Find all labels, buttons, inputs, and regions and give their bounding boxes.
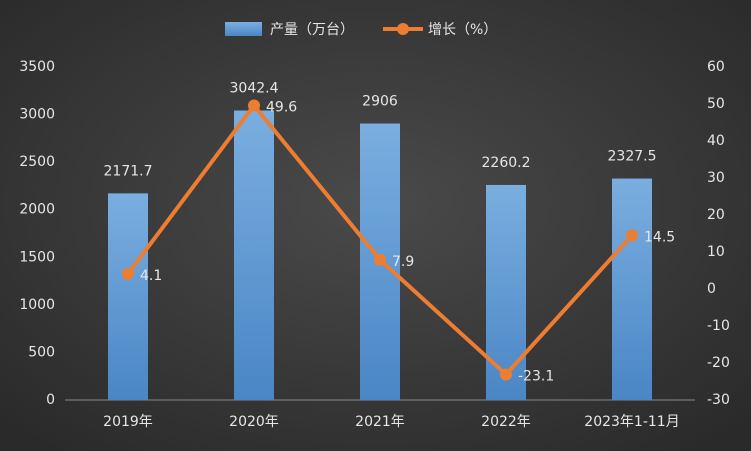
x-tick-label: 2019年 bbox=[103, 414, 153, 430]
y-tick-label: 1500 bbox=[19, 249, 55, 265]
y-tick-label: 1000 bbox=[19, 297, 55, 313]
y-tick-label: 0 bbox=[46, 392, 55, 408]
y-tick-label: 2500 bbox=[19, 154, 55, 170]
y2-tick-label: 10 bbox=[707, 244, 725, 260]
y-tick-label: 500 bbox=[28, 344, 55, 360]
bar bbox=[108, 193, 148, 400]
x-tick-label: 2023年1-11月 bbox=[584, 414, 679, 430]
line-marker bbox=[122, 267, 134, 280]
legend-swatch bbox=[397, 23, 409, 35]
data-label: 2906 bbox=[362, 94, 398, 110]
line-marker bbox=[500, 368, 512, 381]
data-label: 14.5 bbox=[644, 229, 675, 245]
data-label: 2171.7 bbox=[104, 163, 153, 179]
y2-tick-label: 40 bbox=[707, 133, 725, 149]
y2-tick-label: -20 bbox=[707, 355, 730, 371]
data-label: 49.6 bbox=[266, 99, 297, 115]
x-tick-label: 2022年 bbox=[481, 414, 531, 430]
y2-tick-label: 0 bbox=[707, 281, 716, 297]
legend-swatch bbox=[225, 22, 262, 36]
line-marker bbox=[248, 99, 260, 112]
legend-label: 产量（万台） bbox=[270, 22, 354, 38]
legend-label: 增长（%） bbox=[428, 22, 497, 38]
x-tick-label: 2020年 bbox=[229, 414, 279, 430]
bar bbox=[612, 178, 652, 400]
bar bbox=[234, 110, 274, 401]
data-label: 2327.5 bbox=[608, 149, 657, 165]
y-tick-label: 2000 bbox=[19, 202, 55, 218]
data-label: -23.1 bbox=[518, 368, 554, 384]
x-tick-label: 2021年 bbox=[355, 414, 405, 430]
line-marker bbox=[374, 253, 386, 266]
y2-tick-label: 50 bbox=[707, 96, 725, 112]
data-label: 2260.2 bbox=[482, 155, 531, 171]
data-label: 7.9 bbox=[392, 254, 414, 270]
data-label: 3042.4 bbox=[230, 81, 279, 97]
y-tick-label: 3000 bbox=[19, 107, 55, 123]
line-marker bbox=[626, 229, 638, 242]
data-label: 4.1 bbox=[140, 268, 162, 284]
y2-tick-label: 20 bbox=[707, 207, 725, 223]
y-tick-label: 3500 bbox=[19, 59, 55, 75]
y2-tick-label: 30 bbox=[707, 170, 725, 186]
y2-tick-label: -30 bbox=[707, 392, 730, 408]
y2-tick-label: 60 bbox=[707, 59, 725, 75]
y2-tick-label: -10 bbox=[707, 318, 730, 334]
